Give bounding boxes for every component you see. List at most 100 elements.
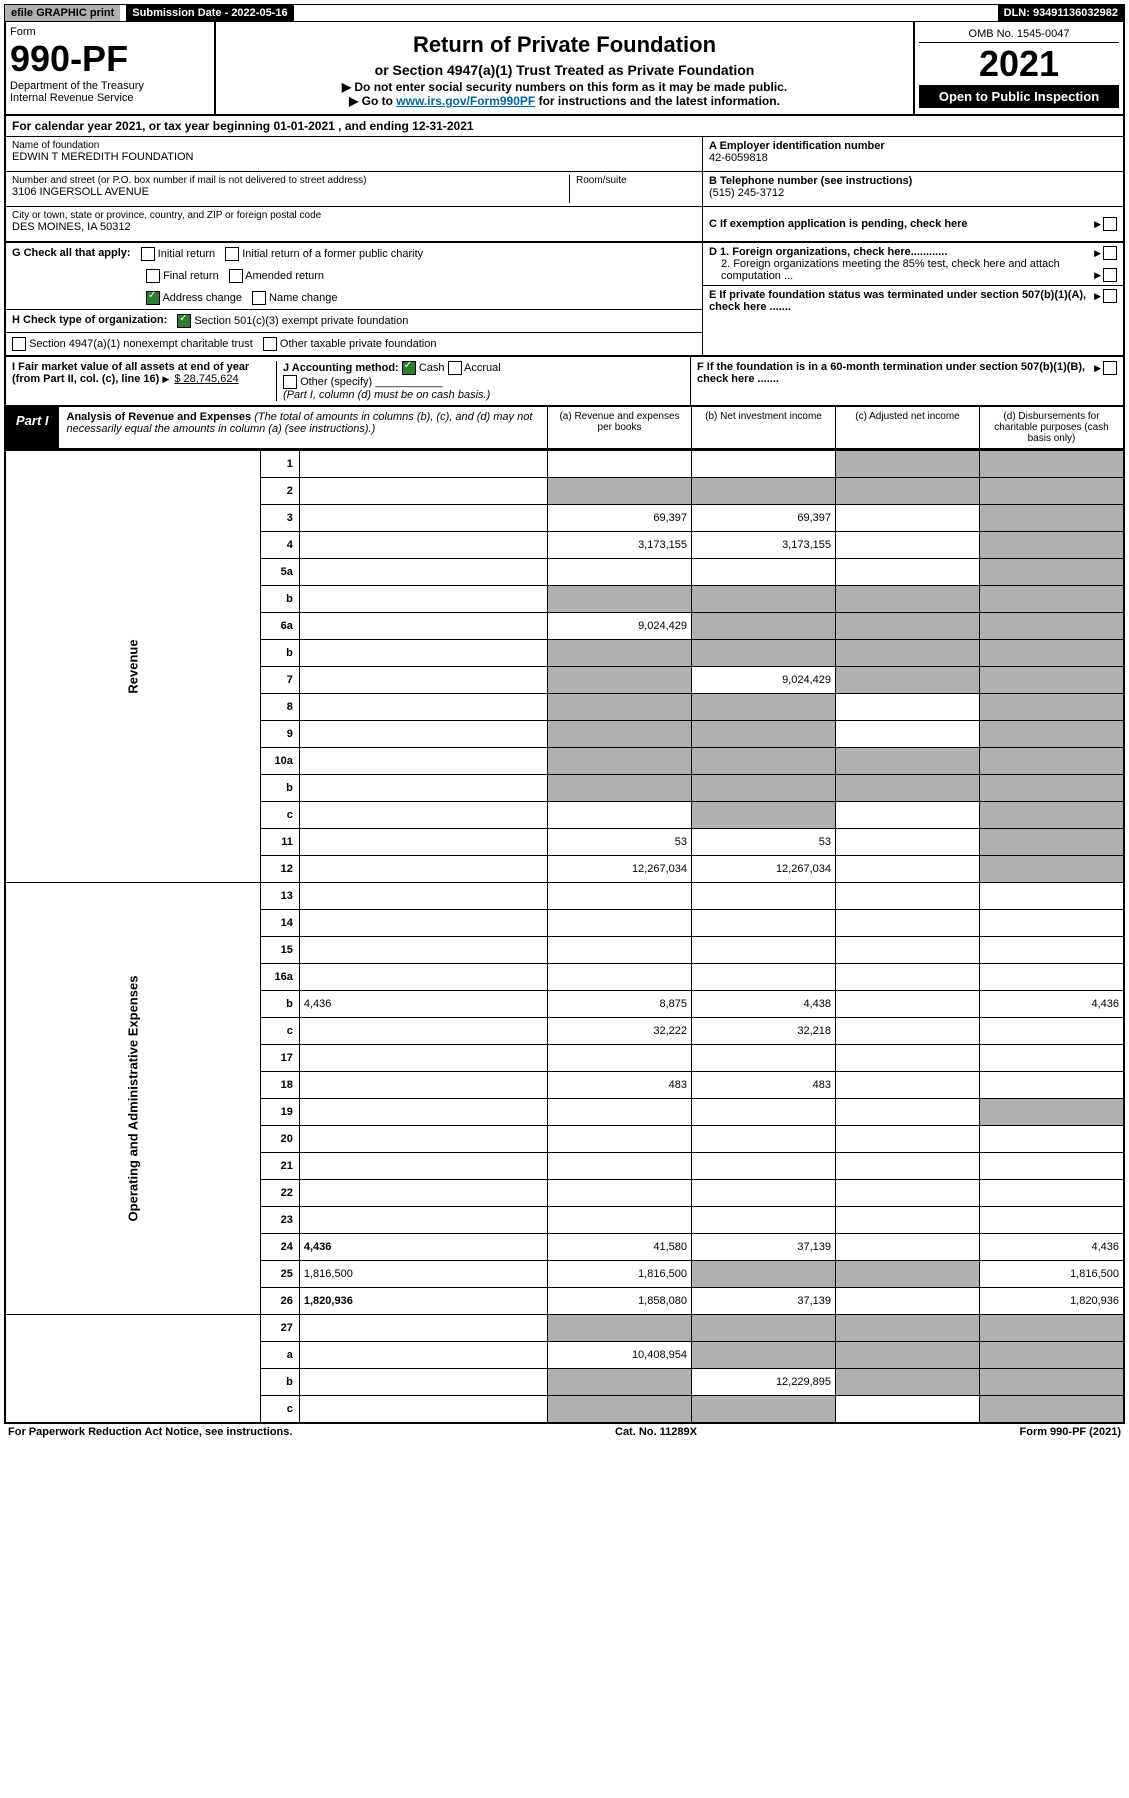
cell-d — [980, 775, 1125, 802]
line-description — [299, 1072, 547, 1099]
cell-a — [548, 721, 692, 748]
cell-a: 12,267,034 — [548, 856, 692, 883]
line-description — [299, 1045, 547, 1072]
h-other-checkbox[interactable] — [263, 337, 277, 351]
cell-b — [692, 1207, 836, 1234]
h-501c3-checkbox[interactable] — [177, 314, 191, 328]
cell-d — [980, 1099, 1125, 1126]
note-link-row: ▶ Go to www.irs.gov/Form990PF for instru… — [222, 94, 907, 108]
line-number: 8 — [260, 694, 299, 721]
line-description — [299, 883, 547, 910]
cell-b: 69,397 — [692, 505, 836, 532]
line-description — [299, 559, 547, 586]
city-state-zip: DES MOINES, IA 50312 — [12, 221, 696, 233]
cell-a — [548, 883, 692, 910]
j-accrual-checkbox[interactable] — [448, 361, 462, 375]
line-description: 1,820,936 — [299, 1288, 547, 1315]
page-footer: For Paperwork Reduction Act Notice, see … — [4, 1424, 1125, 1440]
line-number: 27 — [260, 1315, 299, 1342]
cell-b — [692, 883, 836, 910]
addr-label: Number and street (or P.O. box number if… — [12, 175, 569, 186]
cell-b — [692, 1342, 836, 1369]
c-checkbox[interactable] — [1103, 217, 1117, 231]
cell-c — [836, 802, 980, 829]
col-b-header: (b) Net investment income — [691, 407, 835, 448]
cell-b — [692, 1099, 836, 1126]
cell-c — [836, 451, 980, 478]
line-number: 25 — [260, 1261, 299, 1288]
line-description — [299, 532, 547, 559]
cell-d — [980, 856, 1125, 883]
line-number: 20 — [260, 1126, 299, 1153]
line-description — [299, 775, 547, 802]
line-number: 15 — [260, 937, 299, 964]
j-label: J Accounting method: — [283, 362, 399, 374]
cell-d — [980, 640, 1125, 667]
e-checkbox[interactable] — [1103, 289, 1117, 303]
g-final-checkbox[interactable] — [146, 269, 160, 283]
cell-a — [548, 964, 692, 991]
cell-a — [548, 802, 692, 829]
d1-checkbox[interactable] — [1103, 246, 1117, 260]
line-number: 3 — [260, 505, 299, 532]
j-other-checkbox[interactable] — [283, 375, 297, 389]
cell-a: 9,024,429 — [548, 613, 692, 640]
cell-b — [692, 937, 836, 964]
cell-c — [836, 1153, 980, 1180]
line-description — [299, 613, 547, 640]
h-4947-checkbox[interactable] — [12, 337, 26, 351]
line-description — [299, 856, 547, 883]
cell-a — [548, 1126, 692, 1153]
efile-badge[interactable]: efile GRAPHIC print — [5, 5, 120, 21]
arrow-icon — [1094, 218, 1103, 230]
cell-d — [980, 1180, 1125, 1207]
cell-b — [692, 1315, 836, 1342]
line-number: 6a — [260, 613, 299, 640]
c-label: C If exemption application is pending, c… — [709, 218, 1094, 230]
cell-b: 12,267,034 — [692, 856, 836, 883]
cell-d — [980, 1153, 1125, 1180]
cell-b: 37,139 — [692, 1234, 836, 1261]
foundation-name: EDWIN T MEREDITH FOUNDATION — [12, 151, 696, 163]
g-address-change-checkbox[interactable] — [146, 291, 160, 305]
line-description — [299, 505, 547, 532]
d2-checkbox[interactable] — [1103, 268, 1117, 282]
g-amended-checkbox[interactable] — [229, 269, 243, 283]
g-initial-checkbox[interactable] — [141, 247, 155, 261]
line-number: b — [260, 586, 299, 613]
line-number: c — [260, 1396, 299, 1424]
cell-a — [548, 1315, 692, 1342]
footer-left: For Paperwork Reduction Act Notice, see … — [8, 1426, 292, 1438]
cell-b: 9,024,429 — [692, 667, 836, 694]
cell-c — [836, 1099, 980, 1126]
cell-d — [980, 829, 1125, 856]
cell-a — [548, 910, 692, 937]
cell-c — [836, 964, 980, 991]
h-label: H Check type of organization: — [12, 314, 167, 328]
line-description — [299, 1180, 547, 1207]
g-initial-former-checkbox[interactable] — [225, 247, 239, 261]
street-address: 3106 INGERSOLL AVENUE — [12, 186, 569, 198]
cell-d — [980, 883, 1125, 910]
line-description: 1,816,500 — [299, 1261, 547, 1288]
city-label: City or town, state or province, country… — [12, 210, 696, 221]
cell-a: 32,222 — [548, 1018, 692, 1045]
irs-link[interactable]: www.irs.gov/Form990PF — [396, 94, 535, 108]
f-checkbox[interactable] — [1103, 361, 1117, 375]
cell-d — [980, 1072, 1125, 1099]
line-description — [299, 748, 547, 775]
cell-a — [548, 667, 692, 694]
cell-c — [836, 883, 980, 910]
line-number: c — [260, 802, 299, 829]
phone-label: B Telephone number (see instructions) — [709, 175, 1117, 187]
cell-b — [692, 1126, 836, 1153]
g-name-change-checkbox[interactable] — [252, 291, 266, 305]
cell-c — [836, 559, 980, 586]
line-description — [299, 829, 547, 856]
part1-header: Part I Analysis of Revenue and Expenses … — [4, 407, 1125, 450]
j-cash-checkbox[interactable] — [402, 361, 416, 375]
form-number: 990-PF — [10, 38, 210, 80]
cell-c — [836, 505, 980, 532]
cell-a — [548, 1180, 692, 1207]
cell-a — [548, 1099, 692, 1126]
